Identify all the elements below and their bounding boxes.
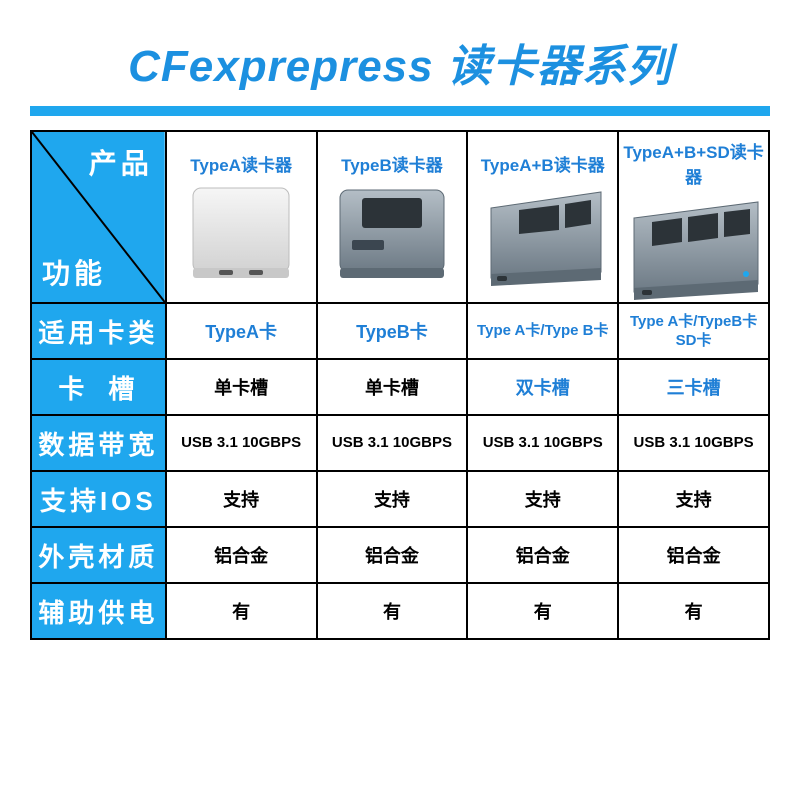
cell: USB 3.1 10GBPS [317,415,468,471]
table-row: 卡槽单卡槽单卡槽双卡槽三卡槽 [31,359,769,415]
diag-top-label: 产品 [89,142,153,182]
cell: 支持 [618,471,769,527]
cell: 支持 [467,471,618,527]
cell: 铝合金 [467,527,618,583]
cell: 三卡槽 [618,359,769,415]
cell: USB 3.1 10GBPS [467,415,618,471]
cell: TypeA卡 [166,303,317,359]
cell: 有 [467,583,618,639]
col-name-3: TypeA+B+SD读卡器 [619,138,768,188]
cell: Type A卡/TypeB卡SD卡 [618,303,769,359]
cell: 双卡槽 [467,359,618,415]
cell: USB 3.1 10GBPS [618,415,769,471]
device-3 [624,192,764,302]
cell: 有 [317,583,468,639]
row-label: 支持IOS [31,471,166,527]
row-label: 外壳材质 [31,527,166,583]
table-row: 支持IOS支持支持支持支持 [31,471,769,527]
row-label: 适用卡类 [31,303,166,359]
table-row: 适用卡类TypeA卡TypeB卡Type A卡/Type B卡Type A卡/T… [31,303,769,359]
cell: 有 [618,583,769,639]
cell: TypeB卡 [317,303,468,359]
cell: 支持 [166,471,317,527]
page-title: CFexprepress 读卡器系列 [128,30,672,94]
table-row: 外壳材质铝合金铝合金铝合金铝合金 [31,527,769,583]
comparison-table: 产品 功能 TypeA读卡器 TypeB读卡器 [30,130,770,640]
device-2 [473,180,613,290]
row-label: 数据带宽 [31,415,166,471]
cell: Type A卡/Type B卡 [467,303,618,359]
col-name-2: TypeA+B读卡器 [468,151,617,176]
diag-header-cell: 产品 功能 [31,131,166,303]
col-head-2: TypeA+B读卡器 [467,131,618,303]
row-label: 卡槽 [31,359,166,415]
title-underline [30,106,770,116]
col-head-1: TypeB读卡器 [317,131,468,303]
col-name-0: TypeA读卡器 [167,151,316,176]
col-name-1: TypeB读卡器 [318,151,467,176]
cell: 单卡槽 [166,359,317,415]
cell: 铝合金 [317,527,468,583]
header-row: 产品 功能 TypeA读卡器 TypeB读卡器 [31,131,769,303]
col-head-3: TypeA+B+SD读卡器 [618,131,769,303]
device-0 [171,180,311,290]
cell: 有 [166,583,317,639]
diag-bottom-label: 功能 [42,252,106,292]
cell: 支持 [317,471,468,527]
cell: 单卡槽 [317,359,468,415]
col-head-0: TypeA读卡器 [166,131,317,303]
cell: USB 3.1 10GBPS [166,415,317,471]
cell: 铝合金 [166,527,317,583]
device-1 [322,180,462,290]
table-row: 辅助供电有有有有 [31,583,769,639]
table-row: 数据带宽USB 3.1 10GBPSUSB 3.1 10GBPSUSB 3.1 … [31,415,769,471]
row-label: 辅助供电 [31,583,166,639]
cell: 铝合金 [618,527,769,583]
